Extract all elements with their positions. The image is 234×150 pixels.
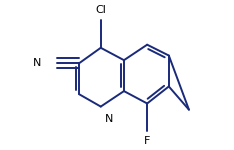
Text: N: N: [105, 114, 113, 124]
Text: N: N: [33, 58, 41, 68]
Text: Cl: Cl: [95, 5, 106, 15]
Text: F: F: [144, 136, 150, 146]
